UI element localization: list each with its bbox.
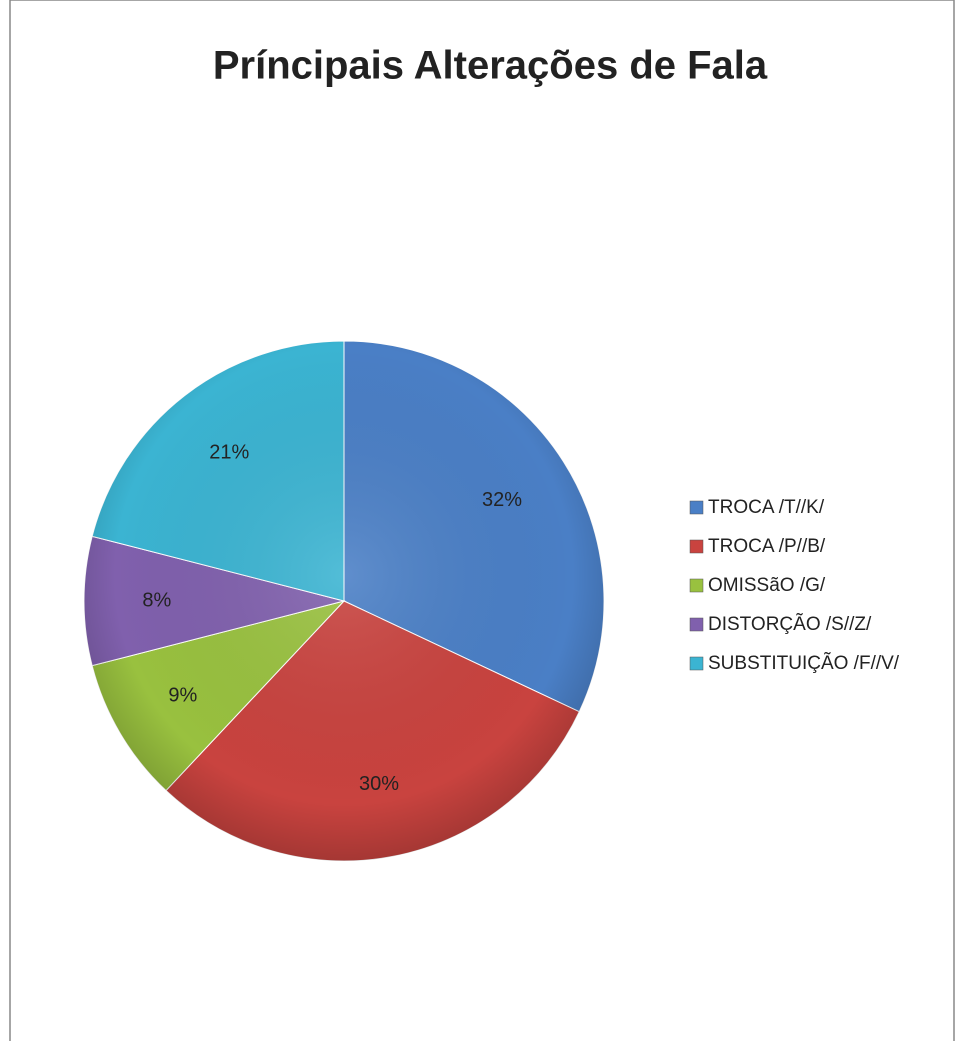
legend-label: OMISSãO /G/ — [708, 575, 826, 596]
pie: 32% 30% 9% 8% 21% — [83, 340, 605, 862]
legend-label: DISTORÇÃO /S//Z/ — [708, 613, 872, 635]
legend-swatch — [689, 539, 704, 554]
legend-swatch — [689, 500, 704, 515]
data-label: 30% — [359, 773, 399, 795]
legend: TROCA /T//K/TROCA /P//B/OMISSãO /G/DISTO… — [689, 497, 900, 674]
data-label: 21% — [209, 441, 249, 463]
legend-swatch — [689, 578, 704, 593]
chart-title: Príncipais Alterações de Fala — [213, 44, 768, 88]
legend-label: TROCA /P//B/ — [708, 536, 826, 557]
legend-swatch — [689, 617, 704, 632]
data-label: 9% — [168, 685, 197, 707]
legend-swatch — [689, 656, 704, 671]
legend-label: TROCA /T//K/ — [708, 497, 825, 518]
data-label: 8% — [142, 589, 171, 611]
data-label: 32% — [482, 489, 522, 511]
legend-label: SUBSTITUIÇÃO /F//V/ — [708, 652, 900, 674]
